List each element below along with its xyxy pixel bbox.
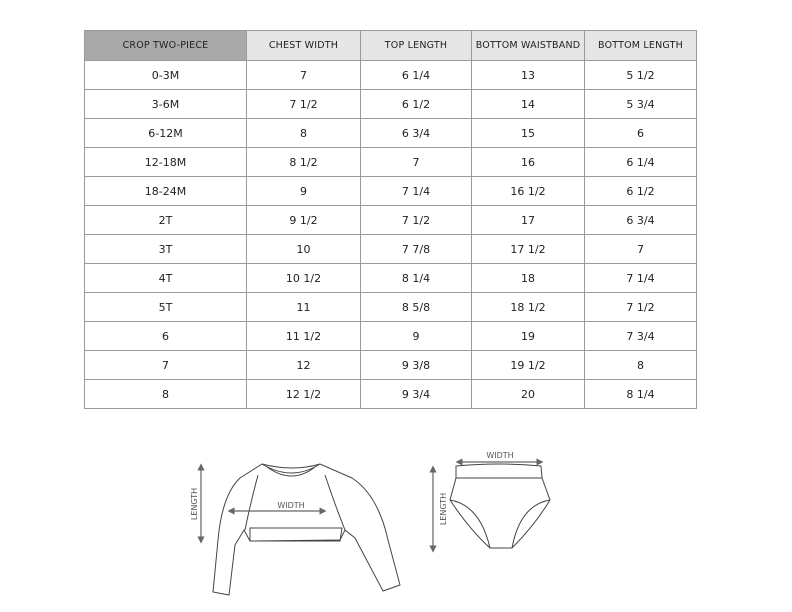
measurement-cell: 14 [471,89,585,119]
bottom-length-label: LENGTH [439,493,448,525]
measurement-cell: 8 1/4 [584,379,697,409]
measurement-cell: 6 [584,118,697,148]
measurement-cell: 18 [471,263,585,293]
measurement-cell: 7 1/2 [584,292,697,322]
header-row: CROP TWO-PIECE CHEST WIDTH TOP LENGTH BOTTO… [84,30,697,61]
measurement-cell: 18 1/2 [471,292,585,322]
bottom-illustration [449,463,551,549]
size-cell: 8 [84,379,247,409]
measurement-cell: 6 1/2 [360,89,472,119]
measurement-cell: 9 3/8 [360,350,472,380]
measurement-cell: 8 [246,118,361,148]
crop-top-illustration [212,463,401,596]
table-row: 5T 11 8 5/8 18 1/2 7 1/2 [84,292,697,322]
top-length-arrow: LENGTH [190,463,205,544]
measurement-cell: 17 1/2 [471,234,585,264]
bottom-length-arrow: LENGTH [429,465,448,553]
measurement-cell: 17 [471,205,585,235]
measurement-cell: 16 1/2 [471,176,585,206]
measurement-cell: 7 1/2 [246,89,361,119]
size-cell: 3-6M [84,89,247,119]
column-header: TOP LENGTH [360,30,472,61]
measurement-cell: 9 3/4 [360,379,472,409]
table-row: 18-24M 9 7 1/4 16 1/2 6 1/2 [84,176,697,206]
table-row: 3-6M 7 1/2 6 1/2 14 5 3/4 [84,89,697,119]
column-header: BOTTOM WAISTBAND [471,30,585,61]
measurement-cell: 9 1/2 [246,205,361,235]
measurement-cell: 20 [471,379,585,409]
measurement-cell: 12 [246,350,361,380]
measurement-cell: 6 1/4 [360,60,472,90]
measurement-cell: 12 1/2 [246,379,361,409]
measurement-cell: 19 1/2 [471,350,585,380]
size-cell: 4T [84,263,247,293]
measurement-cell: 7 1/2 [360,205,472,235]
top-length-label: LENGTH [190,488,199,520]
measurement-cell: 7 [584,234,697,264]
table-row: 2T 9 1/2 7 1/2 17 6 3/4 [84,205,697,235]
table-row: 6-12M 8 6 3/4 15 6 [84,118,697,148]
size-cell: 5T [84,292,247,322]
table-row: 6 11 1/2 9 19 7 3/4 [84,321,697,351]
measurement-cell: 10 [246,234,361,264]
table-row: 8 12 1/2 9 3/4 20 8 1/4 [84,379,697,409]
measurement-cell: 13 [471,60,585,90]
size-cell: 12-18M [84,147,247,177]
measurement-cell: 6 3/4 [584,205,697,235]
table-row: 0-3M 7 6 1/4 13 5 1/2 [84,60,697,90]
bottom-width-label: WIDTH [486,451,513,460]
column-header: BOTTOM LENGTH [584,30,697,61]
column-header: CROP TWO-PIECE [84,30,247,61]
size-cell: 2T [84,205,247,235]
measurement-cell: 11 [246,292,361,322]
measurement-cell: 8 5/8 [360,292,472,322]
bottom-width-arrow: WIDTH [455,451,544,466]
measurement-cell: 7 1/4 [584,263,697,293]
measurement-cell: 8 1/2 [246,147,361,177]
size-cell: 3T [84,234,247,264]
top-width-arrow: WIDTH [227,501,327,515]
top-width-label: WIDTH [277,501,304,510]
table-row: 7 12 9 3/8 19 1/2 8 [84,350,697,380]
size-chart-table: CROP TWO-PIECE CHEST WIDTH TOP LENGTH BOTTO… [84,30,697,409]
measurement-cell: 11 1/2 [246,321,361,351]
